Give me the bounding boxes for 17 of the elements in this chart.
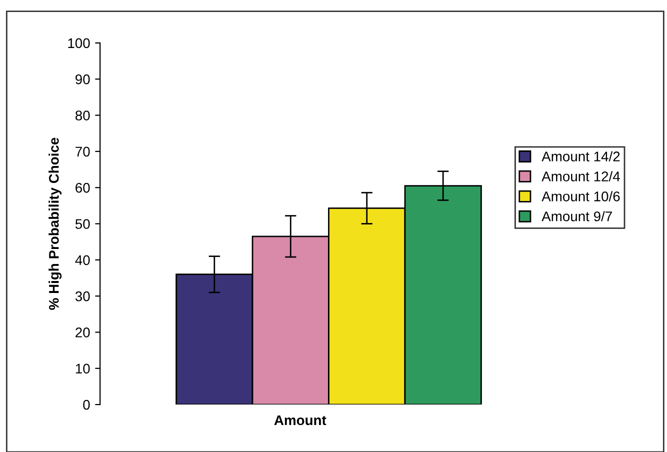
y-tick-label: 100 xyxy=(68,38,90,48)
y-tick-label: 90 xyxy=(76,74,90,84)
y-tick-label: 50 xyxy=(75,219,90,229)
legend-label: Amount 14/2 xyxy=(542,151,620,162)
y-tick-label: 0 xyxy=(83,400,90,410)
y-tick-label: 30 xyxy=(75,291,90,302)
legend-label: Amount 10/6 xyxy=(542,191,620,202)
legend-label: Amount 12/4 xyxy=(542,171,620,182)
y-tick-label: 40 xyxy=(75,255,90,266)
y-tick-label: 20 xyxy=(76,328,90,338)
y-tick-label: 10 xyxy=(76,364,90,374)
y-tick-label: 60 xyxy=(76,182,90,193)
legend-label: Amount 9/7 xyxy=(542,211,612,222)
x-axis-title: Amount xyxy=(274,415,326,426)
y-axis-title: % High Probability Choice xyxy=(48,138,62,310)
y-tick-label: 70 xyxy=(76,146,90,157)
y-tick-label: 80 xyxy=(75,110,90,120)
